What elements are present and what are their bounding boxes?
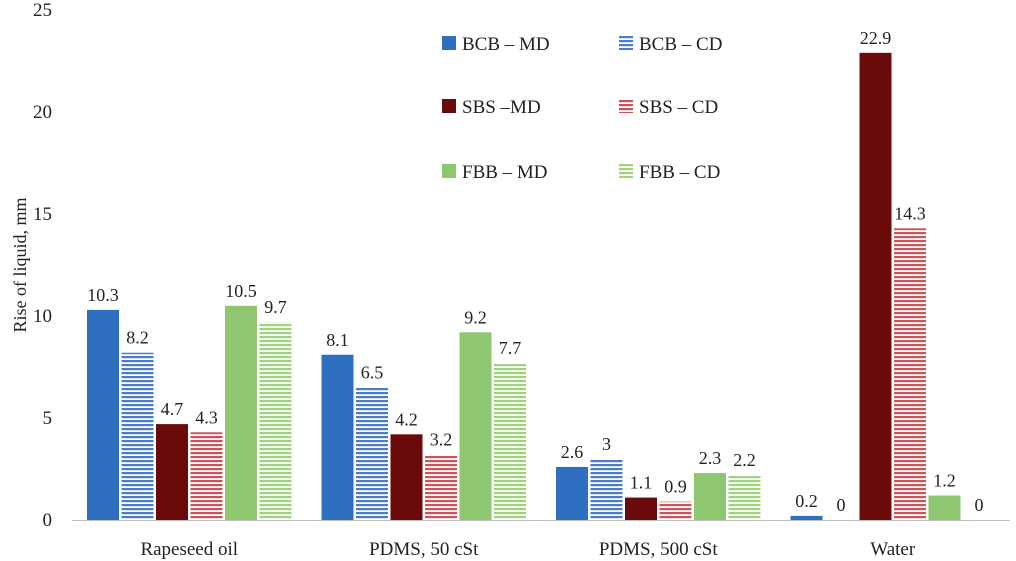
bar — [425, 454, 457, 520]
y-tick-label: 20 — [33, 102, 52, 123]
data-label: 2.6 — [561, 442, 584, 462]
x-category-label: Water — [870, 539, 916, 560]
bar — [928, 495, 961, 520]
legend-item: BCB – CD — [619, 34, 722, 55]
bar — [225, 305, 257, 520]
bars — [87, 52, 961, 521]
bar — [356, 387, 388, 520]
legend-swatch — [442, 99, 456, 113]
legend-item: FBB – CD — [619, 162, 720, 183]
x-category-label: Rapeseed oil — [140, 539, 238, 560]
data-label: 8.2 — [126, 328, 149, 348]
legend-label: FBB – CD — [639, 162, 720, 183]
legend-swatch — [619, 36, 633, 50]
data-label: 0.2 — [795, 491, 818, 511]
data-label: 8.1 — [326, 330, 349, 350]
data-label: 4.7 — [161, 399, 184, 419]
data-label: 0.9 — [664, 477, 687, 497]
bar — [556, 466, 588, 520]
legend: BCB – MD BCB – CD SBS –MD SBS – CD FBB – MD F… — [442, 34, 722, 183]
bar — [259, 322, 292, 520]
data-label: 10.5 — [225, 281, 257, 301]
legend-item: SBS –MD — [442, 97, 541, 118]
data-label: 2.2 — [733, 450, 756, 470]
bar — [494, 362, 526, 520]
legend-label: BCB – CD — [639, 34, 722, 55]
data-label: 7.7 — [499, 338, 522, 358]
legend-swatch — [619, 99, 633, 113]
data-label: 22.9 — [860, 28, 892, 48]
legend-label: FBB – MD — [462, 162, 548, 183]
y-tick-label: 0 — [43, 510, 53, 531]
data-label: 4.3 — [195, 407, 218, 427]
x-category-label: PDMS, 50 cSt — [369, 539, 479, 560]
legend-label: SBS –MD — [462, 97, 541, 118]
bar — [728, 475, 761, 520]
bar — [390, 434, 423, 520]
legend-label: SBS – CD — [639, 97, 718, 118]
bar — [190, 432, 223, 520]
y-tick-label: 5 — [43, 408, 53, 429]
data-label: 3 — [602, 434, 611, 454]
bar — [894, 228, 926, 520]
data-label: 10.3 — [87, 285, 119, 305]
bar — [694, 473, 726, 520]
data-label: 1.1 — [630, 473, 653, 493]
bar — [156, 424, 188, 520]
bar — [590, 458, 623, 520]
x-category-label: PDMS, 500 cSt — [599, 539, 718, 560]
legend-swatch — [442, 164, 456, 178]
data-label: 0 — [975, 495, 984, 515]
y-tick-label: 25 — [33, 0, 52, 21]
legend-swatch — [619, 164, 633, 178]
data-label: 4.2 — [395, 409, 418, 429]
legend-item: FBB – MD — [442, 162, 548, 183]
data-label: 14.3 — [894, 203, 926, 223]
y-axis: 0 5 10 15 20 25 — [33, 0, 52, 531]
y-axis-title: Rise of liquid, mm — [10, 198, 30, 333]
data-label: 1.2 — [933, 471, 956, 491]
bar — [625, 497, 657, 520]
data-label: 6.5 — [361, 362, 384, 382]
legend-item: SBS – CD — [619, 97, 718, 118]
data-label: 2.3 — [699, 448, 722, 468]
bar — [321, 354, 354, 520]
bar — [121, 352, 154, 520]
y-tick-label: 15 — [33, 204, 52, 225]
x-axis: Rapeseed oil PDMS, 50 cSt PDMS, 500 cSt Wat… — [72, 520, 1010, 560]
data-label: 9.7 — [264, 297, 287, 317]
data-labels: 10.3 8.2 4.7 4.3 10.5 9.7 8.1 6.5 4.2 3.2 9.2 7.7 2.… — [87, 28, 983, 515]
data-label: 0 — [837, 495, 846, 515]
bar — [659, 501, 692, 520]
legend-label: BCB – MD — [462, 34, 550, 55]
y-tick-label: 10 — [33, 306, 52, 327]
bar — [859, 52, 892, 521]
legend-swatch — [442, 36, 456, 50]
bar — [790, 515, 823, 520]
bar — [87, 309, 119, 520]
data-label: 3.2 — [430, 430, 453, 450]
legend-item: BCB – MD — [442, 34, 550, 55]
data-label: 9.2 — [464, 307, 487, 327]
bar — [459, 332, 492, 520]
